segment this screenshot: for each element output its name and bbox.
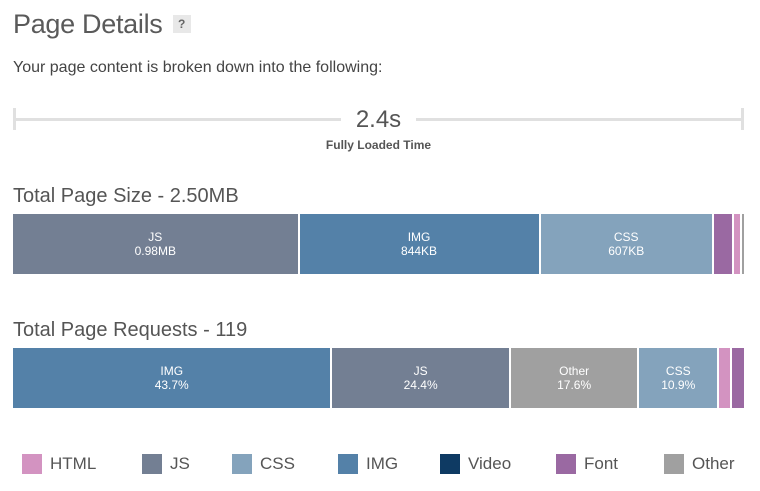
size-segment-name: CSS: [613, 230, 639, 244]
size-segment-font[interactable]: [713, 214, 734, 274]
timeline-line-left: [13, 118, 341, 121]
legend-label: HTML: [50, 454, 97, 473]
help-button[interactable]: ?: [172, 15, 191, 33]
requests-segment-name: Other: [559, 364, 590, 378]
content-type-legend: HTML JS CSS IMG Video Font Other: [22, 454, 752, 480]
legend-swatch-js: [142, 454, 162, 474]
legend-item-font[interactable]: Font: [556, 454, 618, 474]
fully-loaded-time-value: 2.4s: [355, 106, 402, 133]
requests-segment-css[interactable]: CSS 10.9%: [639, 348, 720, 408]
total-page-size-title: Total Page Size - 2.50MB: [13, 185, 239, 207]
requests-segment-name: IMG: [160, 364, 184, 378]
requests-segment-font[interactable]: [732, 348, 744, 408]
requests-segment-html[interactable]: [719, 348, 733, 408]
legend-swatch-video: [440, 454, 460, 474]
page-title-text: Page Details: [13, 9, 163, 39]
legend-item-js[interactable]: JS: [142, 454, 190, 474]
size-segment-js[interactable]: JS 0.98MB: [13, 214, 300, 274]
page-subtitle: Your page content is broken down into th…: [13, 59, 383, 76]
size-segment-img[interactable]: IMG 844KB: [299, 214, 541, 274]
legend-swatch-html: [22, 454, 42, 474]
requests-segment-other[interactable]: Other 17.6%: [510, 348, 640, 408]
requests-segment-value: 24.4%: [403, 378, 438, 392]
legend-label: JS: [170, 454, 190, 473]
fully-loaded-time-label: Fully Loaded Time: [325, 138, 432, 152]
size-segment-html[interactable]: [733, 214, 742, 274]
total-page-requests-title: Total Page Requests - 119: [13, 319, 248, 341]
legend-label: Video: [468, 454, 512, 473]
requests-segment-img[interactable]: IMG 43.7%: [13, 348, 333, 408]
requests-segment-value: 43.7%: [154, 378, 189, 392]
legend-item-other[interactable]: Other: [664, 454, 735, 474]
page-requests-bar: IMG 43.7% JS 24.4% Other 17.6% CSS 10.9%: [13, 348, 744, 408]
size-segment-other[interactable]: [741, 214, 744, 274]
fully-loaded-timeline: 2.4s Fully Loaded Time: [13, 106, 744, 156]
legend-item-img[interactable]: IMG: [338, 454, 398, 474]
size-segment-value: 607KB: [608, 244, 645, 258]
requests-segment-name: JS: [413, 364, 428, 378]
requests-segment-name: CSS: [665, 364, 691, 378]
legend-swatch-other: [664, 454, 684, 474]
size-segment-name: JS: [148, 230, 163, 244]
page-size-bar: JS 0.98MB IMG 844KB CSS 607KB: [13, 214, 744, 274]
requests-segment-value: 10.9%: [661, 378, 696, 392]
size-segment-value: 844KB: [401, 244, 438, 258]
legend-label: IMG: [366, 454, 399, 473]
legend-item-html[interactable]: HTML: [22, 454, 96, 474]
timeline-end-cap: [741, 108, 744, 130]
legend-swatch-img: [338, 454, 358, 474]
requests-segment-value: 17.6%: [557, 378, 592, 392]
page-title: Page Details ?: [13, 6, 191, 42]
timeline-line-right: [416, 118, 744, 121]
legend-label: Font: [584, 454, 619, 473]
legend-label: Other: [692, 454, 735, 473]
legend-item-video[interactable]: Video: [440, 454, 511, 474]
legend-swatch-font: [556, 454, 576, 474]
legend-item-css[interactable]: CSS: [232, 454, 295, 474]
size-segment-value: 0.98MB: [134, 244, 176, 258]
legend-swatch-css: [232, 454, 252, 474]
size-segment-css[interactable]: CSS 607KB: [540, 214, 714, 274]
requests-segment-js[interactable]: JS 24.4%: [332, 348, 511, 408]
legend-label: CSS: [260, 454, 295, 473]
size-segment-name: IMG: [407, 230, 431, 244]
